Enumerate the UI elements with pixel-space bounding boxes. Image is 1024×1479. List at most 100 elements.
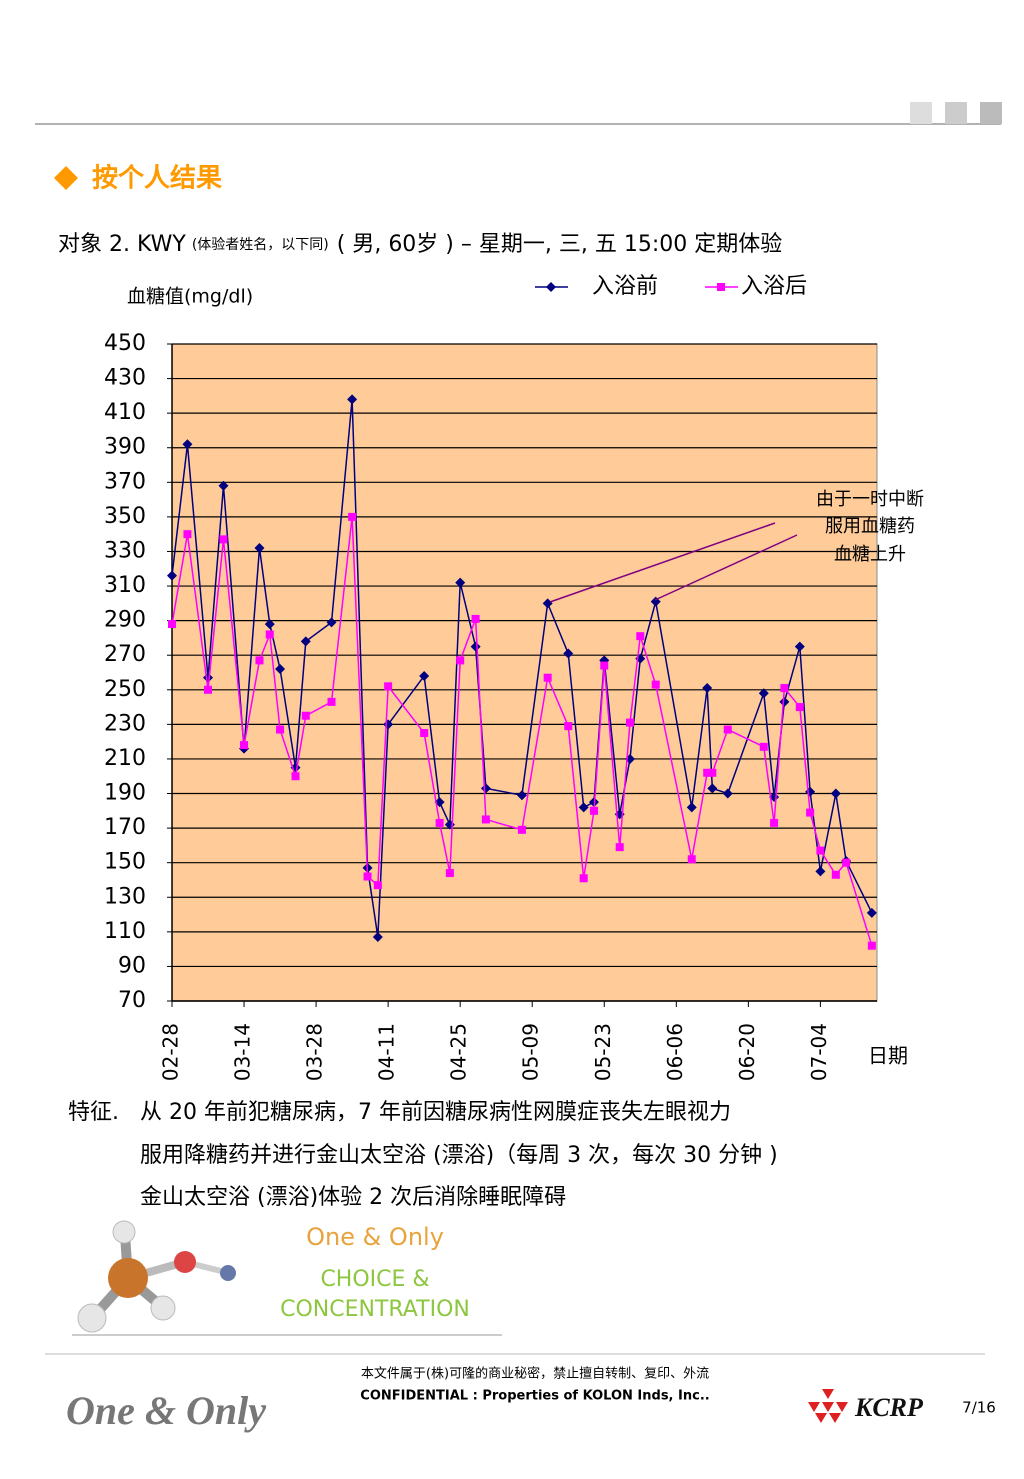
header-square xyxy=(910,102,932,124)
point xyxy=(579,874,588,883)
footer-notice: 本文件属于(株)可隆的商业秘密，禁止擅自转制、复印、外流 xyxy=(361,1366,709,1382)
x-tick-label: 02-28 xyxy=(159,1023,183,1081)
molecule-logo xyxy=(77,1220,236,1333)
y-tick-label: 370 xyxy=(104,469,146,494)
features-line: 从 20 年前犯糖尿病，7 年前因糖尿病性网膜症丧失左眼视力 xyxy=(140,1100,731,1125)
subject-name: 对象 2. KWY xyxy=(58,232,186,257)
point xyxy=(722,788,733,799)
y-tick-label: 330 xyxy=(104,538,146,563)
features-line: 金山太空浴 (漂浴)体验 2 次后消除睡眠障碍 xyxy=(140,1185,566,1210)
point xyxy=(723,725,732,734)
y-tick-label: 310 xyxy=(104,573,146,598)
x-tick-label: 05-23 xyxy=(591,1023,615,1081)
annotation-arrow xyxy=(654,534,798,601)
page-number: 7/16 xyxy=(962,1399,996,1417)
point xyxy=(651,680,660,689)
point xyxy=(481,815,490,824)
annotation-line: 由于一时中断 xyxy=(816,489,924,510)
y-tick-label: 290 xyxy=(104,608,146,633)
logo-text: CONCENTRATION xyxy=(280,1297,470,1322)
x-axis-label: 日期 xyxy=(868,1044,908,1068)
point xyxy=(445,869,454,878)
y-tick-label: 410 xyxy=(104,400,146,425)
point xyxy=(806,808,815,817)
point xyxy=(182,439,193,450)
point xyxy=(326,617,337,628)
point xyxy=(255,656,264,665)
y-tick-label: 450 xyxy=(104,331,146,356)
y-tick-label: 230 xyxy=(104,711,146,736)
header-square xyxy=(980,102,1002,124)
point xyxy=(816,846,825,855)
point xyxy=(779,696,790,707)
point xyxy=(471,614,480,623)
x-tick-labels: 02-28 03-14 03-28 04-11 04-25 05-09 05-23 06-06… xyxy=(159,1023,831,1081)
point xyxy=(265,630,274,639)
annotation-arrow xyxy=(549,522,776,603)
point xyxy=(275,664,286,675)
subject-detail: ( 男, 60岁 ) – 星期一, 三, 五 15:00 定期体验 xyxy=(337,232,782,257)
y-axis-label: 血糖值(mg/dl) xyxy=(127,286,253,308)
x-tick-label: 06-06 xyxy=(663,1023,687,1081)
point xyxy=(301,711,310,720)
point xyxy=(867,941,876,950)
y-tick-label: 170 xyxy=(104,815,146,840)
y-tick-label: 130 xyxy=(104,884,146,909)
point xyxy=(254,543,265,554)
y-tick-label: 250 xyxy=(104,677,146,702)
point xyxy=(455,577,466,588)
point xyxy=(815,866,826,877)
point xyxy=(372,932,383,943)
point xyxy=(420,729,429,738)
company-logo xyxy=(808,1389,848,1423)
x-tick-label: 04-25 xyxy=(447,1023,471,1081)
x-tick-label: 03-14 xyxy=(231,1023,255,1081)
title-bullet xyxy=(54,166,78,190)
footer-confidential: CONFIDENTIAL : Properties of KOLON Inds,… xyxy=(360,1389,709,1404)
point xyxy=(615,843,624,852)
point xyxy=(543,673,552,682)
logo-text: CHOICE & xyxy=(320,1267,429,1292)
point xyxy=(264,619,275,630)
point xyxy=(276,725,285,734)
point xyxy=(480,783,491,794)
y-tick-label: 90 xyxy=(118,953,146,978)
y-tick-label: 270 xyxy=(104,642,146,667)
point xyxy=(167,570,177,581)
point xyxy=(842,858,851,867)
annotation-line: 血糖上升 xyxy=(834,544,906,565)
point xyxy=(564,722,573,731)
point xyxy=(589,806,598,815)
y-tick-label: 70 xyxy=(118,988,146,1013)
point xyxy=(758,688,769,699)
x-tick-label: 06-20 xyxy=(735,1023,759,1081)
point xyxy=(517,825,526,834)
point xyxy=(240,741,249,750)
point xyxy=(780,684,789,693)
point xyxy=(563,648,574,659)
point xyxy=(384,682,393,691)
point xyxy=(703,768,712,777)
point xyxy=(578,802,589,813)
series-line xyxy=(171,516,873,946)
point xyxy=(830,788,841,799)
subject-line: 对象 2. KWY (体验者姓名，以下同) ( 男, 60岁 ) – 星期一, 三,… xyxy=(58,232,782,257)
point xyxy=(204,685,213,694)
point xyxy=(866,907,877,918)
point xyxy=(347,394,358,405)
section-title: 按个人结果 xyxy=(92,163,222,194)
header-square xyxy=(945,102,967,124)
point xyxy=(707,783,718,794)
point xyxy=(795,703,804,712)
point xyxy=(419,670,430,681)
x-tick-label: 04-11 xyxy=(375,1023,399,1081)
y-tick-label: 430 xyxy=(104,366,146,391)
footer-brand: One & Only xyxy=(66,1388,266,1433)
legend-marker xyxy=(546,282,556,292)
point xyxy=(542,598,553,609)
point xyxy=(456,656,465,665)
point xyxy=(470,641,481,652)
features-line: 服用降糖药并进行金山太空浴 (漂浴)（每周 3 次，每次 30 分钟 ) xyxy=(140,1143,778,1168)
point xyxy=(516,790,527,801)
